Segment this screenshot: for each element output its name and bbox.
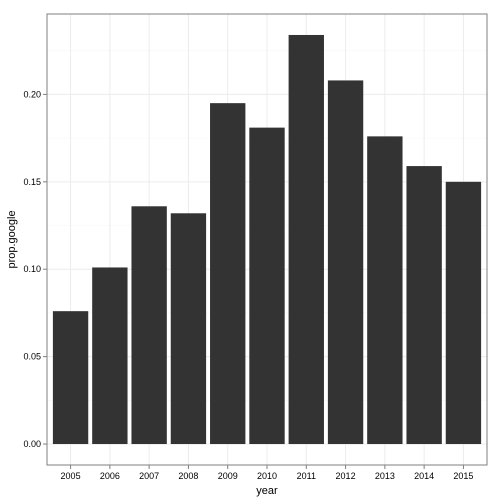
bar-2011 — [288, 34, 324, 445]
x-tick-label: 2005 — [61, 471, 81, 481]
x-tick-label: 2011 — [297, 471, 316, 481]
bars — [52, 34, 482, 445]
bar-2005 — [52, 311, 89, 445]
x-tick-label: 2015 — [453, 471, 473, 481]
y-tick-label: 0.20 — [23, 89, 41, 99]
y-tick-label: 0.10 — [23, 264, 41, 274]
y-axis: 0.00 0.05 0.10 0.15 0.20 — [23, 89, 47, 449]
x-tick-label: 2012 — [336, 471, 356, 481]
x-tick-label: 2014 — [414, 471, 434, 481]
x-tick-label: 2008 — [178, 471, 198, 481]
x-tick-label: 2010 — [257, 471, 277, 481]
bar-2010 — [249, 127, 285, 445]
x-tick-label: 2009 — [218, 471, 238, 481]
y-tick-label: 0.00 — [23, 439, 41, 449]
bar-2013 — [367, 136, 403, 445]
bar-2007 — [131, 206, 167, 445]
x-tick-label: 2013 — [375, 471, 395, 481]
bar-2009 — [210, 103, 246, 445]
x-tick-label: 2006 — [100, 471, 120, 481]
y-axis-title: prop.google — [6, 210, 18, 268]
x-tick-label: 2007 — [139, 471, 159, 481]
bar-2012 — [327, 80, 364, 445]
bar-2015 — [445, 181, 482, 445]
x-axis: 2005 2006 2007 2008 2009 2010 2011 2012 2013 2014… — [61, 465, 473, 481]
bar-2008 — [170, 213, 207, 445]
x-axis-title: year — [256, 485, 278, 497]
bar-2014 — [406, 166, 442, 445]
bar-2006 — [92, 267, 128, 445]
y-tick-label: 0.05 — [23, 352, 41, 362]
y-tick-label: 0.15 — [23, 177, 41, 187]
